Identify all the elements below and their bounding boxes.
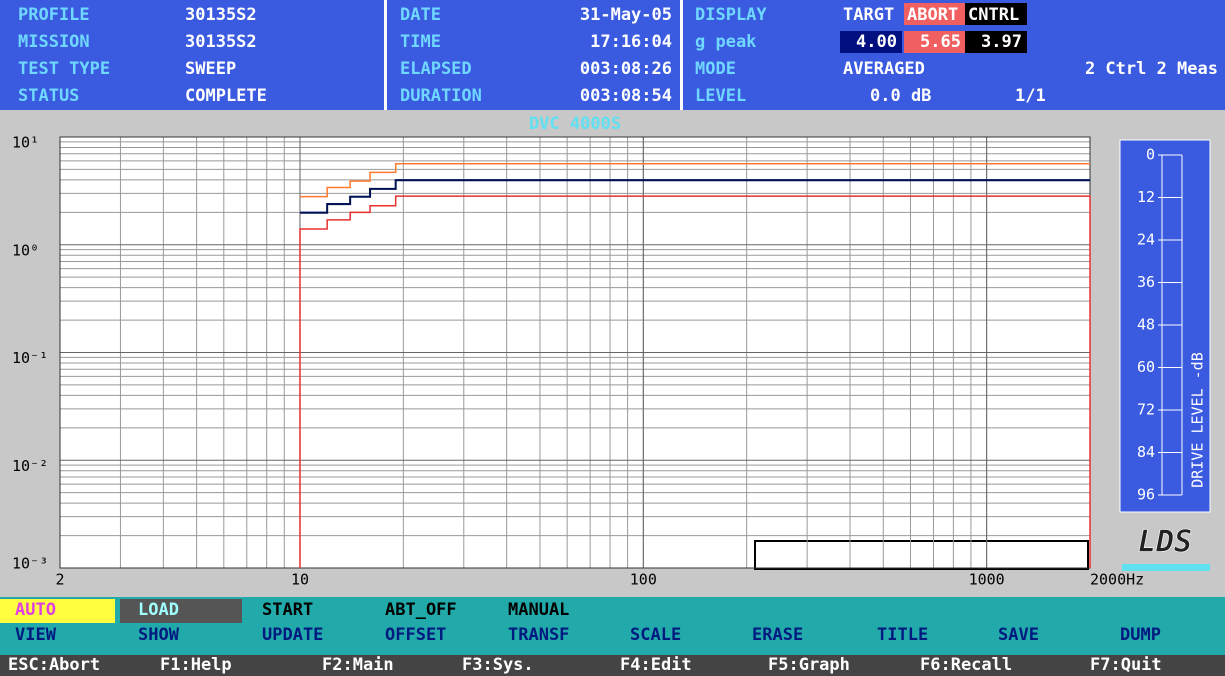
- channel-value: 4.00: [856, 32, 897, 52]
- x-tick-label: 100: [630, 571, 657, 589]
- series-line: [299, 195, 1091, 568]
- mode-detail: 2 Ctrl 2 Meas: [1085, 59, 1218, 79]
- meter-tick-label: 0: [1146, 146, 1155, 164]
- menu-item[interactable]: OFFSET: [385, 625, 446, 645]
- meter-label: DRIVE LEVEL -dB: [1189, 352, 1207, 487]
- header-label: ELAPSED: [400, 59, 472, 79]
- level: 0.0 dB: [870, 86, 931, 106]
- header-value: COMPLETE: [185, 86, 267, 106]
- x-tick-label: 1000: [969, 571, 1005, 589]
- function-key[interactable]: F1:Help: [160, 655, 232, 675]
- status-box: [754, 540, 1089, 570]
- menu-item[interactable]: AUTO: [15, 600, 56, 620]
- chart-title: DVC 4000S: [529, 114, 621, 134]
- channel-bg: [840, 3, 902, 25]
- header-label: g peak: [695, 32, 756, 52]
- header-value: 17:16:04: [590, 32, 672, 52]
- auto-highlight: [0, 599, 115, 623]
- menu-item[interactable]: MANUAL: [508, 600, 569, 620]
- function-key[interactable]: F7:Quit: [1090, 655, 1162, 675]
- key-band: [0, 655, 1225, 676]
- divider: [384, 0, 387, 110]
- meter-tick-label: 24: [1137, 231, 1155, 249]
- meter-tick-label: 84: [1137, 443, 1155, 461]
- header-value: SWEEP: [185, 59, 236, 79]
- header-value: 30135S2: [185, 5, 257, 25]
- header-label: DATE: [400, 5, 441, 25]
- meter-tick-label: 60: [1137, 358, 1155, 376]
- drive-meter: [1119, 139, 1211, 513]
- function-key[interactable]: ESC:Abort: [8, 655, 100, 675]
- channel-bg: [904, 31, 966, 53]
- channel-bg: [840, 31, 902, 53]
- header-value: 003:08:26: [580, 59, 672, 79]
- header-label: MISSION: [18, 32, 90, 52]
- load-highlight: [120, 599, 242, 623]
- y-tick-label: 10¹: [12, 134, 39, 152]
- menu-item[interactable]: UPDATE: [262, 625, 323, 645]
- meter-tick-label: 72: [1137, 401, 1155, 419]
- y-tick-label: 10⁻¹: [12, 349, 48, 367]
- logo: LDS: [1138, 525, 1192, 560]
- header-label: DISPLAY: [695, 5, 767, 25]
- header-label: DURATION: [400, 86, 482, 106]
- x-tick-label: 10: [291, 571, 309, 589]
- channel-bg: [965, 3, 1027, 25]
- menu-item[interactable]: DUMP: [1120, 625, 1161, 645]
- header-value: 31-May-05: [580, 5, 672, 25]
- function-key[interactable]: F5:Graph: [768, 655, 850, 675]
- menu-item[interactable]: VIEW: [15, 625, 57, 645]
- header-label: LEVEL: [695, 86, 746, 106]
- x-tick-label: 2000Hz: [1090, 571, 1144, 589]
- meter-tick-label: 36: [1137, 273, 1155, 291]
- header-label: TEST TYPE: [18, 59, 110, 79]
- channel-value: 3.97: [981, 32, 1022, 52]
- meter-tick-label: 48: [1137, 316, 1155, 334]
- channel-name: ABORT: [907, 5, 958, 25]
- divider: [680, 0, 683, 110]
- function-key[interactable]: F4:Edit: [620, 655, 692, 675]
- menu-item[interactable]: SCALE: [630, 625, 681, 645]
- channel-name: CNTRL: [968, 5, 1019, 25]
- y-tick-label: 10⁻³: [12, 555, 48, 573]
- header-label: PROFILE: [18, 5, 90, 25]
- series-line: [299, 179, 1090, 214]
- menu-item[interactable]: SAVE: [998, 625, 1039, 645]
- menu-item[interactable]: START: [262, 600, 313, 620]
- header-label: MODE: [695, 59, 736, 79]
- meter-tick-label: 96: [1137, 486, 1155, 504]
- menu-item[interactable]: ABT_OFF: [385, 600, 457, 620]
- level-detail: 1/1: [1015, 86, 1046, 106]
- channel-value: 5.65: [920, 32, 961, 52]
- channel-bg: [965, 31, 1027, 53]
- header-label: TIME: [400, 32, 441, 52]
- channel-bg: [904, 3, 966, 25]
- function-key[interactable]: F6:Recall: [920, 655, 1012, 675]
- menu-item[interactable]: SHOW: [138, 625, 180, 645]
- mode: AVERAGED: [843, 59, 925, 79]
- y-tick-label: 10⁰: [12, 241, 39, 259]
- menu-item[interactable]: TITLE: [877, 625, 928, 645]
- series-line: [299, 162, 1090, 198]
- meter-tick-label: 12: [1137, 188, 1155, 206]
- function-key[interactable]: F2:Main: [322, 655, 394, 675]
- y-tick-label: 10⁻²: [12, 457, 48, 475]
- header-value: 003:08:54: [580, 86, 672, 106]
- menu-item[interactable]: LOAD: [138, 600, 179, 620]
- menu-item[interactable]: ERASE: [752, 625, 803, 645]
- header-value: 30135S2: [185, 32, 257, 52]
- logo-bar: [1122, 564, 1210, 571]
- header-label: STATUS: [18, 86, 79, 106]
- menu-item[interactable]: TRANSF: [508, 625, 569, 645]
- function-key[interactable]: F3:Sys.: [462, 655, 534, 675]
- channel-name: TARGT: [843, 5, 894, 25]
- x-tick-label: 2: [55, 571, 64, 589]
